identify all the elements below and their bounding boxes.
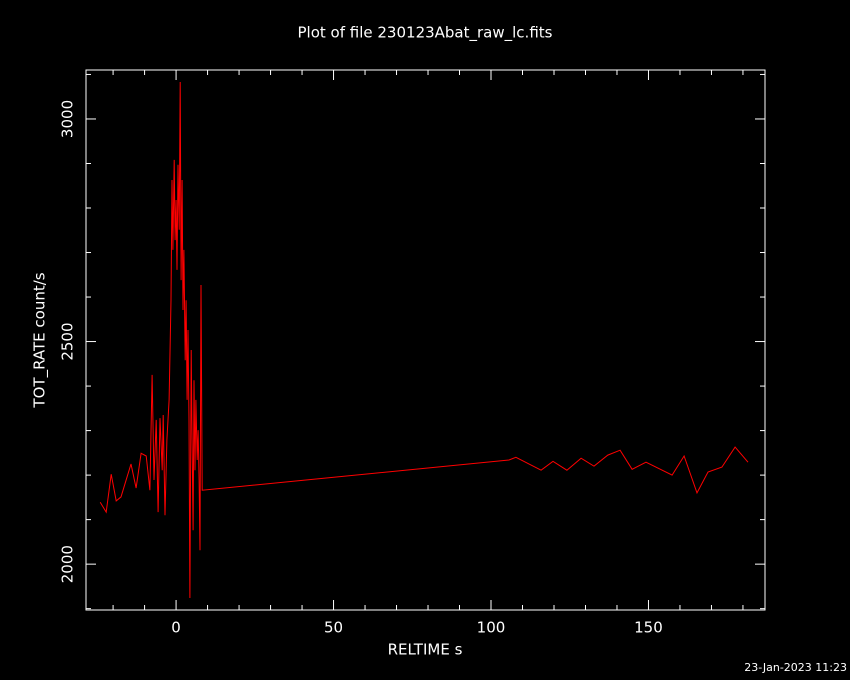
footer-timestamp: 23-Jan-2023 11:23: [744, 661, 847, 674]
y-tick-label: 2000: [59, 545, 77, 583]
light-curve: [99, 81, 749, 599]
plot-frame: [85, 69, 766, 611]
x-tick-label: 100: [477, 619, 506, 637]
chart-title: Plot of file 230123Abat_raw_lc.fits: [298, 24, 553, 43]
x-tick-label: 50: [324, 619, 343, 637]
y-tick-label: 3000: [59, 100, 77, 138]
x-tick-label: 150: [634, 619, 663, 637]
y-tick-label: 2500: [59, 322, 77, 360]
y-axis-label: TOT_RATE count/s: [31, 272, 50, 408]
x-tick-label: 0: [171, 619, 181, 637]
x-axis-label: RELTIME s: [388, 641, 463, 659]
